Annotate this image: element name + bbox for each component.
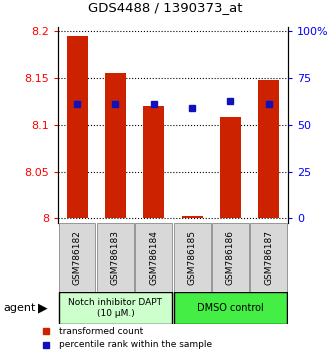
Text: agent: agent	[3, 303, 36, 313]
Bar	[105, 73, 126, 218]
Bar	[143, 106, 164, 218]
Text: GSM786187: GSM786187	[264, 230, 273, 285]
Text: percentile rank within the sample: percentile rank within the sample	[59, 340, 212, 349]
Text: DMSO control: DMSO control	[197, 303, 264, 313]
Text: Notch inhibitor DAPT
(10 μM.): Notch inhibitor DAPT (10 μM.)	[69, 298, 163, 318]
Text: ▶: ▶	[38, 302, 48, 314]
Text: GDS4488 / 1390373_at: GDS4488 / 1390373_at	[88, 1, 243, 14]
Text: GSM786183: GSM786183	[111, 230, 120, 285]
Bar	[182, 216, 203, 218]
Bar	[258, 80, 279, 218]
Text: GSM786185: GSM786185	[188, 230, 197, 285]
FancyBboxPatch shape	[174, 292, 287, 324]
FancyBboxPatch shape	[250, 223, 287, 292]
FancyBboxPatch shape	[59, 223, 96, 292]
Text: GSM786184: GSM786184	[149, 230, 158, 285]
Bar	[220, 117, 241, 218]
FancyBboxPatch shape	[212, 223, 249, 292]
Text: transformed count: transformed count	[59, 327, 143, 336]
FancyBboxPatch shape	[174, 223, 211, 292]
Bar	[67, 36, 88, 218]
FancyBboxPatch shape	[135, 223, 172, 292]
Text: GSM786186: GSM786186	[226, 230, 235, 285]
FancyBboxPatch shape	[59, 292, 172, 324]
FancyBboxPatch shape	[97, 223, 134, 292]
Text: GSM786182: GSM786182	[72, 230, 82, 285]
